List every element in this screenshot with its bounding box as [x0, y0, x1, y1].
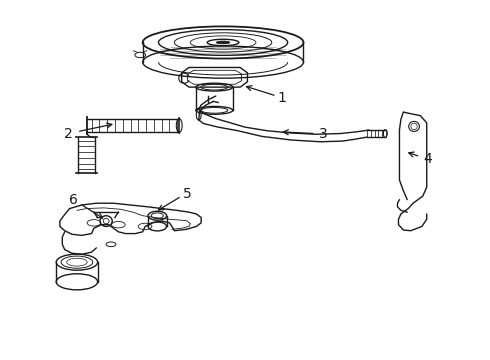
Text: 5: 5 — [183, 186, 192, 201]
Text: 6: 6 — [69, 193, 78, 207]
Text: 4: 4 — [423, 152, 432, 166]
Text: 2: 2 — [64, 127, 73, 140]
Text: 3: 3 — [318, 127, 327, 141]
Text: 1: 1 — [277, 91, 286, 105]
Ellipse shape — [216, 41, 230, 44]
